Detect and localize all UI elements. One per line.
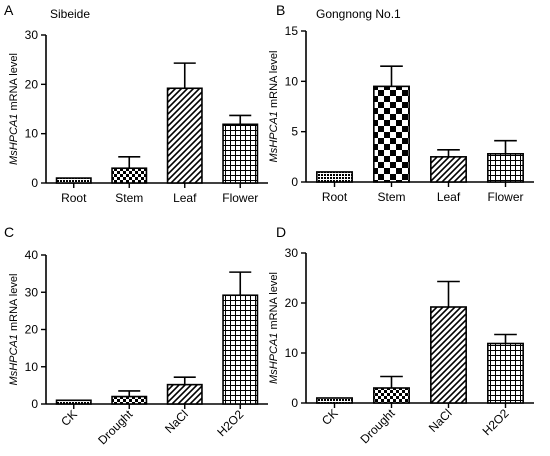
bar-h2o2	[222, 294, 259, 405]
x-tick-label: Stem	[377, 190, 405, 204]
y-axis-label-unit: mRNA level	[8, 274, 20, 335]
y-tick-label: 10	[285, 74, 299, 88]
y-tick-label: 0	[291, 175, 298, 189]
y-tick-label: 40	[25, 248, 39, 262]
y-tick-label: 15	[285, 24, 299, 38]
bar-flower	[222, 123, 259, 184]
bar-drought	[111, 395, 148, 405]
panel-d-plot: 0 10 20 30 MsHPCA1 mRNA level CK Drought NaCl H2…	[268, 246, 534, 446]
x-tick-label: NaCl	[426, 406, 455, 435]
panel-d-letter: D	[276, 224, 286, 240]
x-tick-label: Stem	[115, 191, 143, 205]
y-tick-label: 0	[31, 397, 38, 411]
bar-nacl	[430, 306, 467, 404]
bar-root	[55, 177, 92, 184]
bar-stem	[373, 85, 410, 183]
x-tick-label: CK	[319, 406, 341, 428]
x-tick-label: Flower	[487, 190, 523, 204]
y-tick-label: 20	[25, 77, 39, 91]
bar-nacl	[166, 383, 203, 405]
panel-d: D 0 10 20 30 MsHPCA1 mRNA level CK Drought NaCl…	[268, 224, 534, 446]
y-tick-label: 30	[285, 246, 299, 260]
x-tick-label: Root	[322, 190, 348, 204]
x-tick-label: Drought	[95, 407, 136, 448]
y-tick-label: 5	[291, 125, 298, 139]
x-tick-label: CK	[58, 407, 80, 429]
panel-c-plot: 0 10 20 30 40 MsHPCA1 mRNA level CK Drought NaCl…	[8, 248, 268, 447]
panel-c-letter: C	[4, 224, 14, 240]
y-tick-label: 10	[285, 346, 299, 360]
panel-b: B Gongnong No.1 0 5 10 15 MsHPCA1 mRNA level…	[268, 2, 534, 204]
bar-flower	[487, 153, 524, 183]
y-axis-label-unit: mRNA level	[268, 272, 280, 333]
y-axis-label: MsHPCA1 mRNA level	[8, 53, 20, 165]
bar-h2o2	[487, 342, 524, 404]
x-tick-label: Leaf	[173, 191, 197, 205]
y-axis-label-unit: mRNA level	[8, 53, 20, 114]
y-tick-label: 30	[25, 285, 39, 299]
panel-a-plot: 0 10 20 30 MsHPCA1 mRNA level Root Stem Leaf Flo…	[8, 28, 268, 205]
y-axis-label-gene: MsHPCA1	[268, 111, 280, 162]
y-axis-label: MsHPCA1 mRNA level	[8, 274, 20, 386]
panel-a-title: Sibeide	[50, 7, 90, 21]
x-tick-label: Drought	[358, 406, 399, 447]
x-tick-label: H2O2	[480, 406, 512, 438]
x-tick-label: Leaf	[437, 190, 461, 204]
x-tick-label: H2O2	[214, 407, 246, 439]
y-tick-label: 30	[25, 28, 39, 42]
y-tick-label: 0	[31, 176, 38, 190]
y-axis-label: MsHPCA1 mRNA level	[268, 272, 280, 384]
y-axis-label: MsHPCA1 mRNA level	[268, 51, 280, 163]
bar-ck	[316, 397, 353, 404]
panel-a: A Sibeide 0 10 20 30 MsHPCA1 mRNA level Root S…	[4, 2, 268, 205]
y-tick-label: 20	[285, 296, 299, 310]
x-tick-label: Root	[61, 191, 87, 205]
panel-a-letter: A	[4, 2, 14, 18]
x-tick-label: NaCl	[162, 407, 191, 436]
bar-root	[316, 171, 353, 183]
panel-c: C 0 10 20 30 40 MsHPCA1 mRNA level CK Drought Na…	[4, 224, 268, 447]
bar-leaf	[166, 87, 203, 184]
y-axis-label-gene: MsHPCA1	[8, 114, 20, 165]
y-tick-label: 10	[25, 360, 39, 374]
y-tick-label: 10	[25, 127, 39, 141]
y-axis-label-gene: MsHPCA1	[8, 334, 20, 385]
panel-b-title: Gongnong No.1	[316, 7, 401, 21]
y-tick-label: 20	[25, 323, 39, 337]
bar-ck	[55, 399, 92, 405]
panel-b-letter: B	[276, 2, 285, 18]
x-tick-label: Flower	[222, 191, 258, 205]
bar-drought	[373, 387, 410, 404]
y-axis-label-unit: mRNA level	[268, 51, 280, 112]
bar-leaf	[430, 156, 467, 183]
panel-b-plot: 0 5 10 15 MsHPCA1 mRNA level Root Stem Leaf Flow…	[268, 24, 534, 204]
y-axis-label-gene: MsHPCA1	[268, 333, 280, 384]
y-tick-label: 0	[291, 396, 298, 410]
bar-stem	[111, 167, 148, 184]
